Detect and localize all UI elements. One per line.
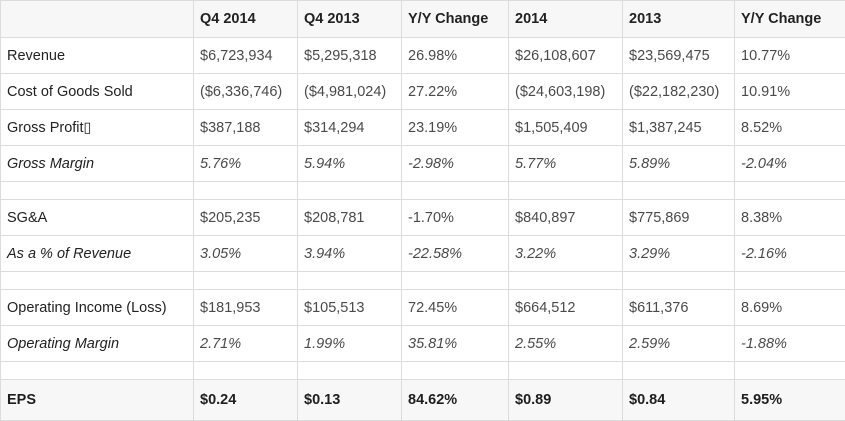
row-label: SG&A xyxy=(1,200,194,236)
cell-value: $181,953 xyxy=(194,290,298,326)
table-row-sga: SG&A $205,235 $208,781 -1.70% $840,897 $… xyxy=(1,200,845,236)
cell-value: $6,723,934 xyxy=(194,38,298,74)
table-row-revenue: Revenue $6,723,934 $5,295,318 26.98% $26… xyxy=(1,38,845,74)
cell-value: ($24,603,198) xyxy=(509,74,623,110)
cell-value: 8.69% xyxy=(735,290,845,326)
cell-value: 3.29% xyxy=(623,236,735,272)
cell-value: $314,294 xyxy=(298,110,402,146)
row-label: Operating Income (Loss) xyxy=(1,290,194,326)
cell-value: 10.91% xyxy=(735,74,845,110)
table-row-sga-percent-revenue: As a % of Revenue 3.05% 3.94% -22.58% 3.… xyxy=(1,236,845,272)
cell-value: $0.89 xyxy=(509,380,623,421)
cell-value: 3.94% xyxy=(298,236,402,272)
cell-value: -1.70% xyxy=(402,200,509,236)
header-cell-annual-yy-change: Y/Y Change xyxy=(735,1,845,38)
header-cell-2014: 2014 xyxy=(509,1,623,38)
table-row-cogs: Cost of Goods Sold ($6,336,746) ($4,981,… xyxy=(1,74,845,110)
cell-value: 8.52% xyxy=(735,110,845,146)
cell-value: -22.58% xyxy=(402,236,509,272)
header-cell-quarter-yy-change: Y/Y Change xyxy=(402,1,509,38)
table-spacer-row xyxy=(1,362,845,380)
cell-value: 35.81% xyxy=(402,326,509,362)
cell-value: $105,513 xyxy=(298,290,402,326)
row-label: Cost of Goods Sold xyxy=(1,74,194,110)
header-cell-label xyxy=(1,1,194,38)
cell-value: 72.45% xyxy=(402,290,509,326)
table-spacer-row xyxy=(1,182,845,200)
cell-value: -1.88% xyxy=(735,326,845,362)
table-row-gross-profit: Gross Profit▯ $387,188 $314,294 23.19% $… xyxy=(1,110,845,146)
cell-value: $1,505,409 xyxy=(509,110,623,146)
cell-value: -2.04% xyxy=(735,146,845,182)
cell-value: 5.77% xyxy=(509,146,623,182)
cell-value: 3.22% xyxy=(509,236,623,272)
row-label: EPS xyxy=(1,380,194,421)
cell-value: 5.95% xyxy=(735,380,845,421)
row-label: Revenue xyxy=(1,38,194,74)
cell-value: 84.62% xyxy=(402,380,509,421)
header-cell-q4-2013: Q4 2013 xyxy=(298,1,402,38)
row-label: Gross Margin xyxy=(1,146,194,182)
row-label: As a % of Revenue xyxy=(1,236,194,272)
cell-value: 5.89% xyxy=(623,146,735,182)
cell-value: $0.24 xyxy=(194,380,298,421)
cell-value: $26,108,607 xyxy=(509,38,623,74)
table-header-row: Q4 2014 Q4 2013 Y/Y Change 2014 2013 Y/Y… xyxy=(1,1,845,38)
cell-value: ($22,182,230) xyxy=(623,74,735,110)
cell-value: 3.05% xyxy=(194,236,298,272)
header-cell-q4-2014: Q4 2014 xyxy=(194,1,298,38)
cell-value: 5.76% xyxy=(194,146,298,182)
cell-value: $611,376 xyxy=(623,290,735,326)
cell-value: 5.94% xyxy=(298,146,402,182)
cell-value: 2.59% xyxy=(623,326,735,362)
cell-value: $1,387,245 xyxy=(623,110,735,146)
cell-value: 23.19% xyxy=(402,110,509,146)
cell-value: -2.16% xyxy=(735,236,845,272)
cell-value: $840,897 xyxy=(509,200,623,236)
table-spacer-row xyxy=(1,272,845,290)
cell-value: $208,781 xyxy=(298,200,402,236)
row-label: Gross Profit▯ xyxy=(1,110,194,146)
cell-value: $0.84 xyxy=(623,380,735,421)
cell-value: $0.13 xyxy=(298,380,402,421)
cell-value: $23,569,475 xyxy=(623,38,735,74)
cell-value: $5,295,318 xyxy=(298,38,402,74)
cell-value: ($6,336,746) xyxy=(194,74,298,110)
cell-value: 1.99% xyxy=(298,326,402,362)
table-row-eps: EPS $0.24 $0.13 84.62% $0.89 $0.84 5.95% xyxy=(1,380,845,421)
cell-value: 10.77% xyxy=(735,38,845,74)
cell-value: $205,235 xyxy=(194,200,298,236)
cell-value: $664,512 xyxy=(509,290,623,326)
header-cell-2013: 2013 xyxy=(623,1,735,38)
cell-value: 8.38% xyxy=(735,200,845,236)
table-row-operating-margin: Operating Margin 2.71% 1.99% 35.81% 2.55… xyxy=(1,326,845,362)
cell-value: ($4,981,024) xyxy=(298,74,402,110)
row-label: Operating Margin xyxy=(1,326,194,362)
cell-value: 27.22% xyxy=(402,74,509,110)
cell-value: 26.98% xyxy=(402,38,509,74)
cell-value: 2.71% xyxy=(194,326,298,362)
cell-value: 2.55% xyxy=(509,326,623,362)
cell-value: $775,869 xyxy=(623,200,735,236)
table-row-gross-margin: Gross Margin 5.76% 5.94% -2.98% 5.77% 5.… xyxy=(1,146,845,182)
cell-value: -2.98% xyxy=(402,146,509,182)
cell-value: $387,188 xyxy=(194,110,298,146)
table-row-operating-income: Operating Income (Loss) $181,953 $105,51… xyxy=(1,290,845,326)
